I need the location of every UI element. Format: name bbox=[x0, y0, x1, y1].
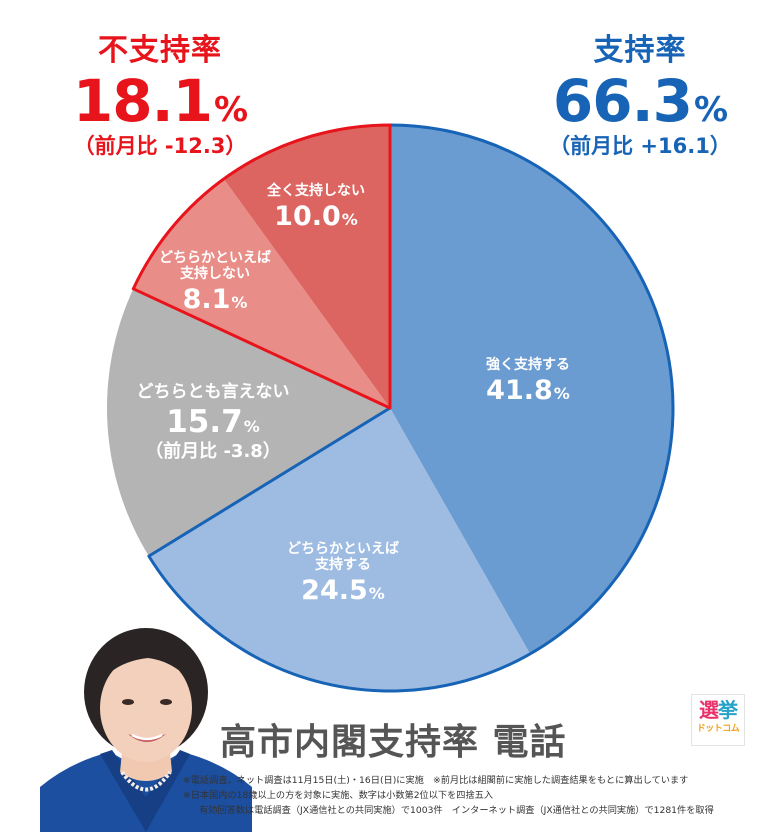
approval-title: 支持率 bbox=[593, 33, 687, 68]
footnote-method: ※日本国内の18歳以上の方を対象に実施、数字は小数第2位以下を四捨五入 bbox=[183, 790, 494, 801]
group-outline bbox=[131, 123, 392, 410]
approval-value: 66.3% bbox=[552, 67, 728, 135]
slice-label-somewhat-not-support: どちらかといえば 支持しない 8.1% bbox=[159, 250, 271, 316]
footnote-sample-size: 有効回答数は電話調査（JX通信社との共同実施）で1003件 インターネット調査（… bbox=[199, 805, 714, 816]
portrait-illustration bbox=[40, 628, 252, 832]
disapproval-title: 不支持率 bbox=[98, 33, 222, 68]
slice-label-somewhat-support: どちらかといえば 支持する 24.5% bbox=[287, 541, 399, 607]
slice-label-not-support-at-all: 全く支持しない 10.0% bbox=[267, 183, 365, 233]
slice-label-strongly-support: 強く支持する 41.8% bbox=[486, 357, 570, 407]
footnotes: ※電話調査、ネット調査は11月15日(土)・16日(日)に実施 ※前月比は組閣前… bbox=[183, 773, 714, 818]
disapproval-value: 18.1% bbox=[72, 67, 248, 135]
pie-slice-1 bbox=[148, 408, 531, 692]
neutral-change: （前月比 -3.8） bbox=[145, 441, 281, 463]
pie-slice-2 bbox=[106, 288, 391, 557]
pie-slice-3 bbox=[133, 178, 390, 408]
pie-slice-4 bbox=[223, 125, 390, 408]
group-outline bbox=[147, 123, 675, 693]
footnote-survey-date: ※電話調査、ネット調査は11月15日(土)・16日(日)に実施 ※前月比は組閣前… bbox=[183, 775, 689, 786]
disapproval-change: （前月比 -12.3） bbox=[73, 134, 247, 158]
main-title: 高市内閣支持率 電話 bbox=[220, 722, 567, 763]
senkyo-dotcom-logo: 選挙 ドットコム bbox=[691, 694, 745, 746]
portrait-photo bbox=[40, 622, 252, 832]
disapproval-summary: 不支持率 18.1% （前月比 -12.3） bbox=[60, 36, 260, 157]
slice-label-neutral: どちらとも言えない 15.7% （前月比 -3.8） bbox=[136, 382, 290, 463]
pie-slice-0 bbox=[390, 125, 674, 654]
approval-summary: 支持率 66.3% （前月比 +16.1） bbox=[540, 36, 740, 157]
approval-change: （前月比 +16.1） bbox=[549, 134, 731, 158]
